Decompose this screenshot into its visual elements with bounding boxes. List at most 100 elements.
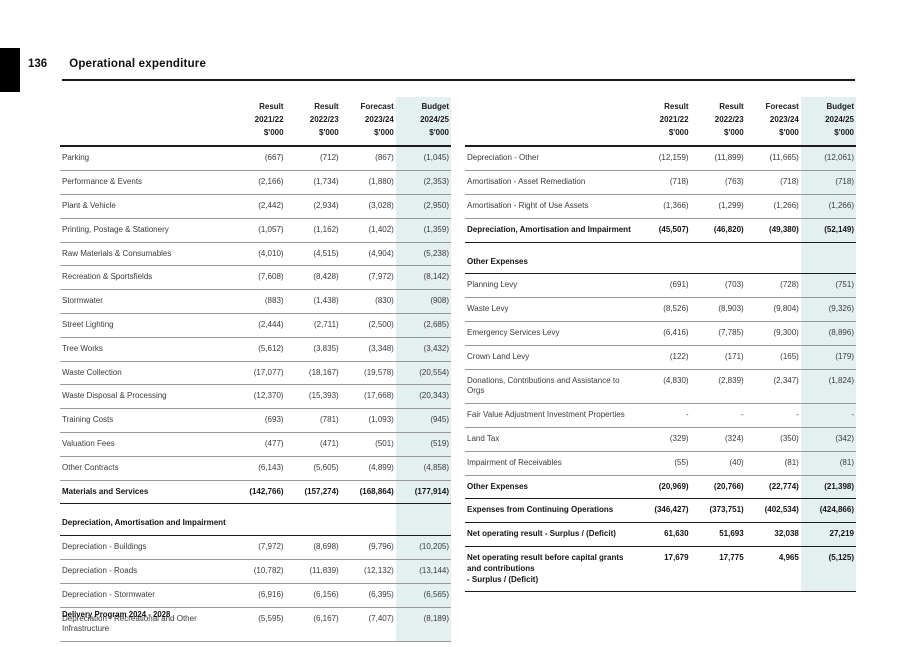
cell-value: (2,442) (230, 194, 286, 219)
cell-value: (7,608) (230, 265, 286, 291)
cell-value: (8,698) (285, 535, 341, 560)
cell-value: (8,142) (395, 265, 451, 291)
cell-value: (519) (395, 432, 451, 457)
cell-value: (751) (800, 273, 856, 299)
cell-value: (1,880) (340, 170, 396, 195)
cell-value: (19,578) (340, 361, 396, 386)
cell-value: (7,785) (690, 321, 746, 346)
page-edge-tab (0, 48, 20, 92)
cell-value: (324) (690, 427, 746, 452)
column-header: Result 2021/22 $'000 (230, 97, 286, 148)
cell-value: (7,972) (340, 265, 396, 291)
cell-value: (9,326) (800, 297, 856, 322)
row-label: Depreciation - Other (465, 146, 636, 172)
table-row: Planning Levy (691) (703) (728) (751) (465, 273, 856, 299)
cell-value: (11,899) (690, 146, 746, 172)
cell-value: (2,685) (395, 313, 451, 338)
column-header: Forecast 2023/24 $'000 (340, 97, 396, 148)
cell-value: (8,189) (395, 607, 451, 643)
cell-value: 4,965 (745, 545, 801, 593)
row-label: Street Lighting (60, 313, 231, 338)
cell-value: (867) (340, 146, 396, 172)
cell-value: - (745, 403, 801, 428)
cell-value: (1,045) (395, 146, 451, 172)
row-label: Amortisation - Right of Use Assets (465, 194, 636, 219)
cell-value: (1,162) (285, 218, 341, 243)
cell-value: (3,432) (395, 337, 451, 362)
cell-value: (1,299) (690, 194, 746, 219)
cell-value: (46,820) (690, 217, 746, 243)
cell-value: (12,159) (635, 146, 691, 172)
cell-value: (8,428) (285, 265, 341, 291)
cell-value: (712) (285, 146, 341, 172)
row-label: Performance & Events (60, 170, 231, 195)
cell-value: (81) (745, 451, 801, 476)
cell-value: (471) (285, 432, 341, 457)
row-label: Other Expenses (465, 474, 636, 500)
cell-value: - (690, 403, 746, 428)
cell-value: (49,380) (745, 217, 801, 243)
cell-value: (1,093) (340, 408, 396, 433)
header-row: Result 2021/22 $'000 Result 2022/23 $'000 Fore… (465, 97, 856, 148)
cell-value: (142,766) (230, 479, 286, 505)
cell-value: (346,427) (635, 498, 691, 524)
table-row: Tree Works (5,612) (3,835) (3,348) (3,432) (60, 337, 451, 362)
cell-value: (177,914) (395, 479, 451, 505)
cell-value: (373,751) (690, 498, 746, 524)
total-row: Net operating result before capital gran… (465, 545, 856, 593)
cell-value: 27,219 (800, 522, 856, 547)
cell-value: (8,526) (635, 297, 691, 322)
row-label: Expenses from Continuing Operations (465, 498, 636, 524)
cell-value: (12,061) (800, 146, 856, 172)
cell-value: (20,343) (395, 384, 451, 410)
cell-value: (1,057) (230, 218, 286, 243)
cell-value: (18,167) (285, 361, 341, 386)
cell-value: (17,668) (340, 384, 396, 410)
cell-value: (2,353) (395, 170, 451, 195)
table-row: Raw Materials & Consumables (4,010) (4,515… (60, 242, 451, 267)
cell-value: (501) (340, 432, 396, 457)
cell-value: (12,132) (340, 559, 396, 584)
cell-value: (4,899) (340, 456, 396, 481)
table-row: Emergency Services Levy (6,416) (7,785) (9,… (465, 321, 856, 346)
cell-value: (718) (745, 170, 801, 195)
cell-value: (718) (635, 170, 691, 195)
table-row: Printing, Postage & Stationery (1,057) (1,… (60, 218, 451, 243)
header-spacer (60, 97, 231, 148)
table-row: Waste Levy (8,526) (8,903) (9,804) (9,326) (465, 297, 856, 322)
row-label: Crown Land Levy (465, 345, 636, 370)
cell-value: (17,077) (230, 361, 286, 386)
row-label: Depreciation - Recreational and Other In… (60, 607, 231, 643)
cell-value: (763) (690, 170, 746, 195)
cell-value: (179) (800, 345, 856, 370)
row-label: Waste Levy (465, 297, 636, 322)
cell-value: (4,830) (635, 369, 691, 405)
cell-value: (21,398) (800, 474, 856, 500)
cell-value: (81) (800, 451, 856, 476)
cell-value: (10,205) (395, 535, 451, 560)
cell-value: (6,143) (230, 456, 286, 481)
table-row: Depreciation - Recreational and Other In… (60, 607, 451, 643)
cell-value: 51,693 (690, 522, 746, 547)
cell-value: (883) (230, 289, 286, 314)
table-row: Amortisation - Asset Remediation (718) (76… (465, 170, 856, 195)
row-label: Waste Collection (60, 361, 231, 386)
cell-value: (402,534) (745, 498, 801, 524)
cell-value: (329) (635, 427, 691, 452)
cell-value: (1,366) (635, 194, 691, 219)
cell-value: (4,904) (340, 242, 396, 267)
row-label: Depreciation - Buildings (60, 535, 231, 560)
cell-value: (781) (285, 408, 341, 433)
cell-value (800, 242, 856, 275)
cell-value: (908) (395, 289, 451, 314)
cell-value: (6,916) (230, 583, 286, 608)
cell-value: (13,144) (395, 559, 451, 584)
cell-value: (11,665) (745, 146, 801, 172)
cell-value: (1,359) (395, 218, 451, 243)
table-row: Depreciation - Stormwater (6,916) (6,156)(… (60, 583, 451, 608)
table-row: Street Lighting (2,444) (2,711) (2,500) (2,6… (60, 313, 451, 338)
table-row: Recreation & Sportsfields (7,608) (8,428)(… (60, 265, 451, 291)
cell-value: (2,166) (230, 170, 286, 195)
row-label: Land Tax (465, 427, 636, 452)
expenditure-table-left: Result 2021/22 $'000 Result 2022/23 $'000 Fore… (60, 97, 451, 643)
